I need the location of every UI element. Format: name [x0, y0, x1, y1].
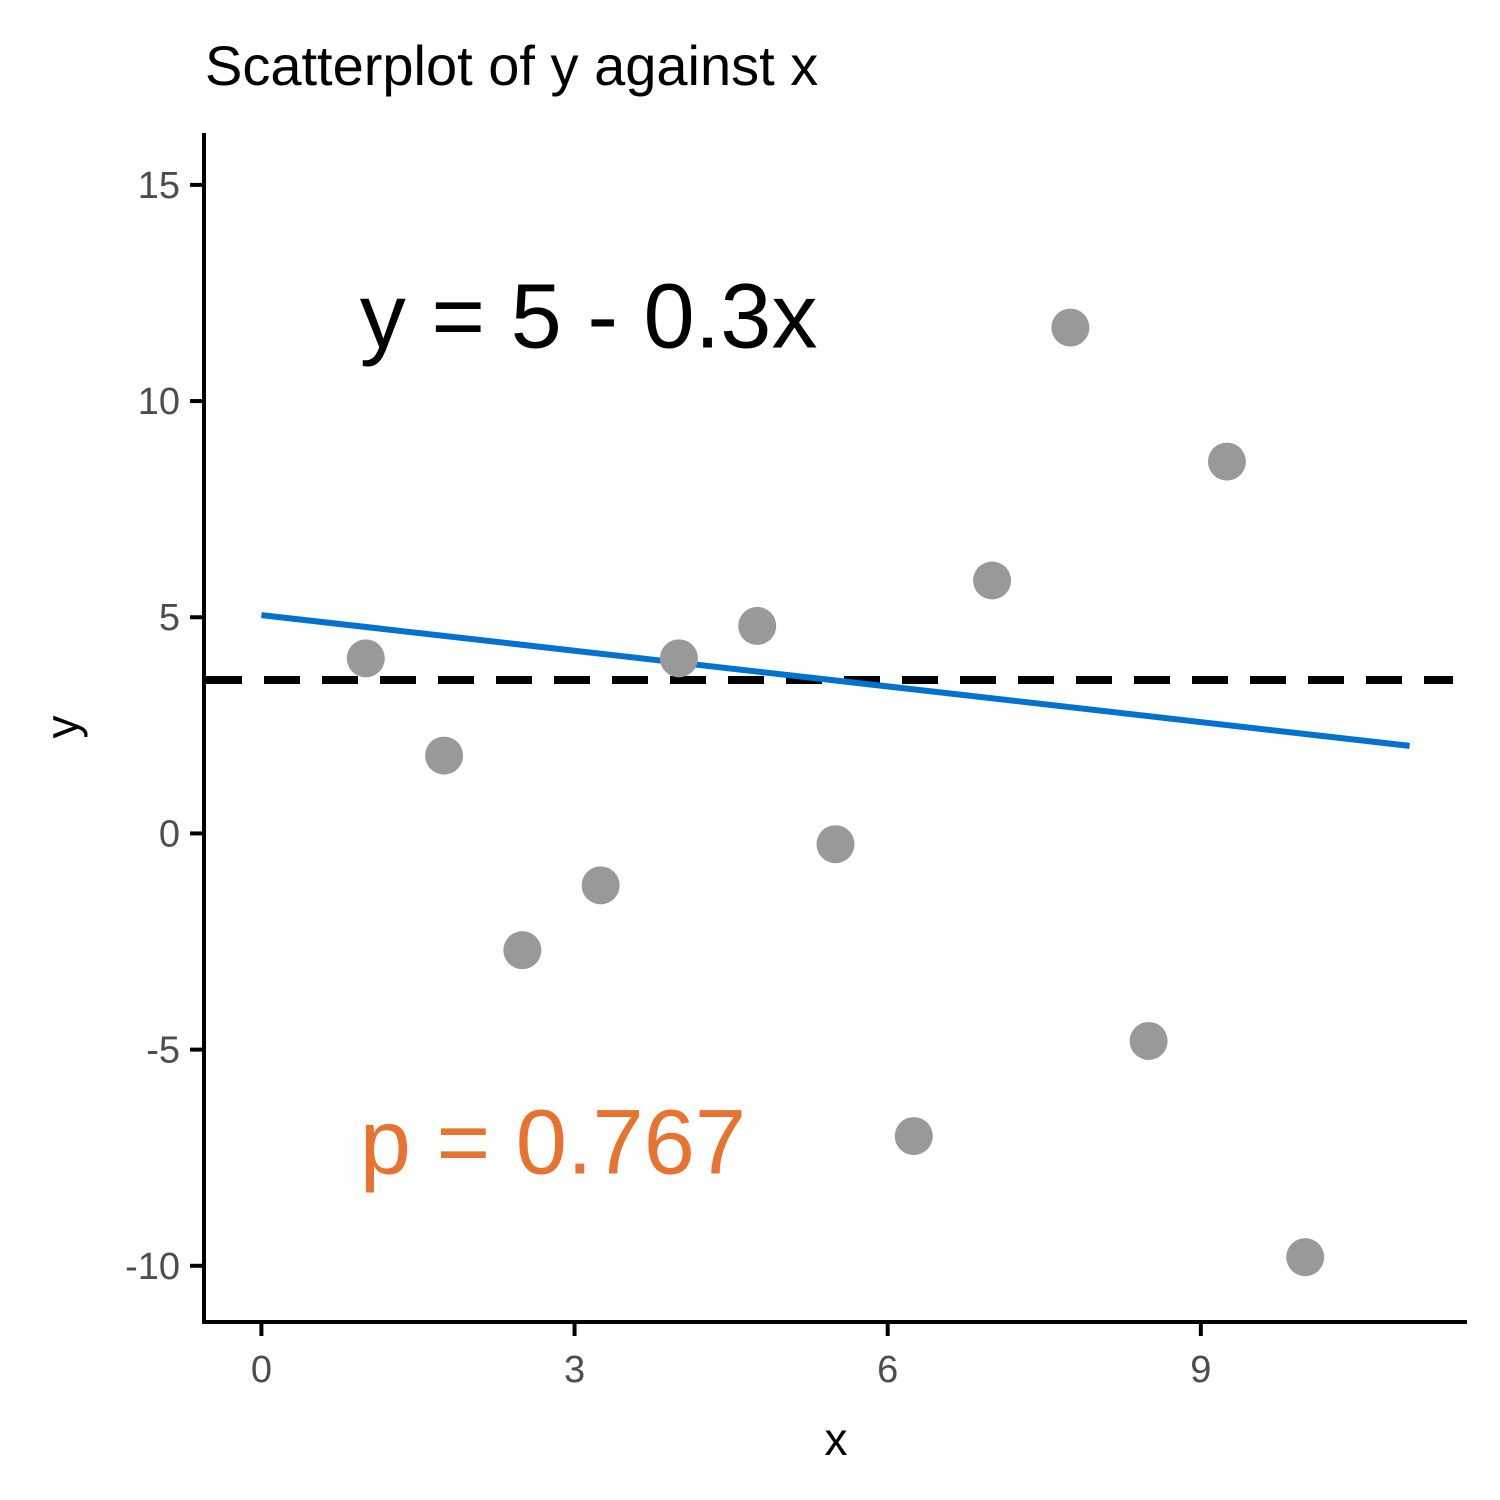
- axes: -10 -5 0 5 10 15 0 3 6 9: [125, 133, 1467, 1391]
- regression-line: [261, 612, 1410, 749]
- data-point: [503, 931, 542, 970]
- x-axis-title: x: [825, 1413, 848, 1465]
- x-tick-label: 9: [1190, 1349, 1211, 1391]
- data-point: [1207, 442, 1246, 481]
- data-point: [816, 825, 855, 864]
- data-point: [346, 639, 385, 678]
- y-axis-title: y: [36, 716, 88, 739]
- x-tick-label: 3: [564, 1349, 585, 1391]
- p-value-label: p = 0.767: [360, 1091, 746, 1193]
- data-point: [1051, 308, 1090, 347]
- chart-title: Scatterplot of y against x: [205, 34, 818, 97]
- data-point: [1286, 1238, 1325, 1277]
- data-point: [894, 1117, 933, 1156]
- y-tick-label: 15: [138, 165, 180, 207]
- x-tick-label: 6: [877, 1349, 898, 1391]
- data-point: [1129, 1021, 1168, 1060]
- y-tick-label: -5: [146, 1030, 180, 1072]
- y-tick-label: 5: [159, 597, 180, 639]
- data-point: [973, 561, 1012, 600]
- reference-lines: [206, 612, 1453, 749]
- data-point: [581, 866, 620, 905]
- y-tick-label: 10: [138, 381, 180, 423]
- data-point: [425, 736, 464, 775]
- y-tick-label: -10: [125, 1246, 180, 1288]
- regression-equation-label: y = 5 - 0.3x: [360, 266, 818, 368]
- data-point: [738, 606, 777, 645]
- data-points: [346, 308, 1325, 1277]
- x-tick-label: 0: [251, 1349, 272, 1391]
- data-point: [659, 639, 698, 678]
- y-tick-label: 0: [159, 813, 180, 855]
